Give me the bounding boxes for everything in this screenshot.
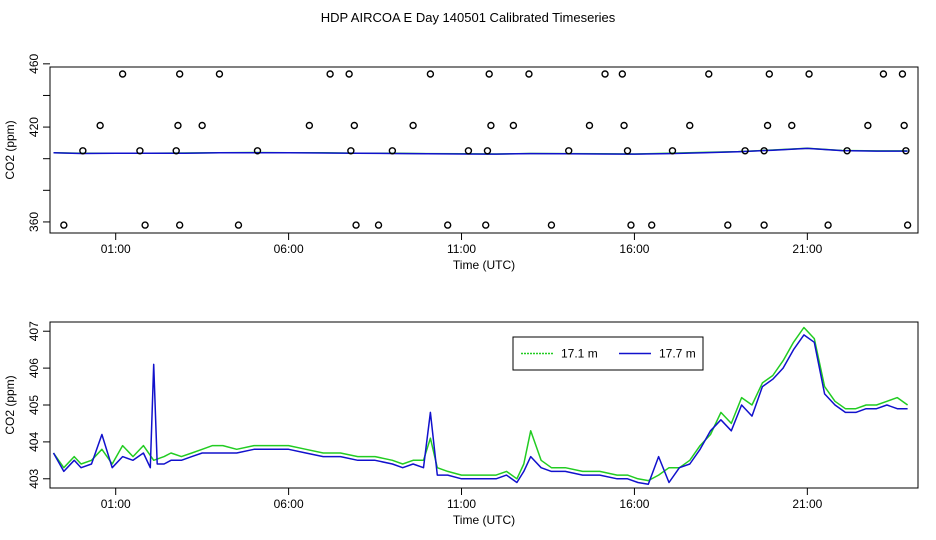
y-axis-label: CO2 (ppm): [3, 375, 17, 434]
flag-point: [487, 121, 495, 130]
legend-label: 17.1 m: [561, 347, 598, 361]
flag-point: [741, 147, 749, 155]
flag-point: [824, 221, 832, 229]
flag-point: [443, 221, 452, 229]
y-tick-label: 405: [27, 395, 41, 415]
flag-point: [305, 121, 314, 130]
co2-flag-scatter-panel: 01:00 06:00 11:00 16:00 21:00 Time (UTC) 360 42…: [3, 54, 919, 272]
x-tick-label: 16:00: [619, 242, 649, 256]
flag-point: [686, 121, 694, 130]
flag-point: [482, 221, 490, 229]
y-tick-label: 404: [27, 432, 41, 452]
series-line-17-1m: [52, 326, 909, 482]
series-group: [53, 147, 908, 155]
flag-point: [347, 147, 355, 155]
figure-title: HDP AIRCOA E Day 140501 Calibrated Times…: [321, 10, 616, 25]
y-tick-label: 420: [27, 117, 41, 137]
flag-point: [648, 221, 656, 229]
flag-point: [805, 70, 813, 78]
flag-point: [118, 70, 127, 78]
flag-point: [352, 221, 360, 229]
x-tick-label: 01:00: [101, 242, 131, 256]
flag-point: [79, 147, 87, 155]
x-axis-label: Time (UTC): [453, 258, 515, 272]
flag-point: [253, 147, 262, 155]
flag-point: [234, 221, 243, 229]
flag-point: [175, 70, 184, 78]
flag-point: [198, 121, 206, 130]
flag-point: [900, 121, 908, 130]
y-tick-label: 403: [27, 468, 41, 488]
flag-point: [760, 147, 768, 155]
flag-point: [601, 70, 609, 78]
flag-point: [96, 121, 104, 130]
legend-box: [512, 336, 704, 371]
flag-point: [623, 147, 632, 155]
flag-point: [326, 70, 334, 78]
legend-label: 17.7 m: [659, 347, 696, 361]
flag-point: [547, 221, 556, 229]
flag-point: [903, 221, 912, 229]
plot-frame: [49, 66, 919, 234]
flag-point: [464, 147, 473, 155]
flag-point: [174, 121, 182, 130]
y-tick-label: 407: [27, 321, 41, 341]
x-tick-label: 16:00: [619, 497, 649, 511]
y-tick-label: 360: [27, 212, 41, 232]
x-axis-label: Time (UTC): [453, 513, 515, 527]
x-tick-label: 01:00: [101, 497, 131, 511]
flag-point: [879, 70, 888, 78]
flag-point: [565, 147, 573, 155]
legend: 17.1 m 17.7 m: [512, 336, 704, 371]
flag-point: [172, 147, 180, 155]
x-tick-label: 06:00: [274, 242, 304, 256]
flag-point: [388, 147, 397, 155]
flag-point: [724, 221, 732, 229]
flag-point: [409, 121, 417, 130]
flag-point: [627, 221, 635, 229]
x-tick-label: 06:00: [274, 497, 304, 511]
flag-point: [585, 121, 594, 130]
flag-point: [136, 147, 144, 155]
x-tick-label: 11:00: [447, 242, 476, 256]
flag-point: [350, 121, 359, 130]
flag-point: [618, 70, 627, 78]
flag-point: [760, 221, 768, 229]
flag-point: [60, 221, 68, 229]
x-tick-label: 21:00: [792, 242, 822, 256]
flag-point: [864, 121, 872, 130]
flag-point: [485, 70, 493, 78]
flag-point: [898, 70, 907, 78]
flag-point: [620, 121, 628, 130]
flag-point: [902, 147, 910, 155]
flag-point: [215, 70, 224, 78]
y-tick-label: 406: [27, 358, 41, 378]
flag-point: [345, 70, 353, 78]
flag-point: [843, 147, 851, 155]
plot-frame: [49, 321, 919, 489]
y-axis-label: CO2 (ppm): [3, 120, 17, 179]
flag-point: [525, 70, 533, 78]
flag-point: [374, 221, 383, 229]
flag-point: [141, 221, 149, 229]
flag-point: [788, 121, 796, 130]
y-tick-label: 460: [27, 54, 41, 74]
flag-point: [426, 70, 435, 78]
flag-point: [668, 147, 677, 155]
flag-point: [705, 70, 713, 78]
flag-point: [509, 121, 518, 130]
flag-point: [483, 147, 492, 155]
series-group: [52, 326, 909, 486]
x-tick-label: 21:00: [792, 497, 822, 511]
flag-point: [175, 221, 184, 229]
series-line-17-7m: [52, 334, 908, 486]
flag-point: [763, 121, 772, 130]
flag-point: [765, 70, 773, 78]
x-tick-label: 11:00: [447, 497, 476, 511]
co2-timeseries-panel: 01:00 06:00 11:00 16:00 21:00 Time (UTC) 403 40…: [3, 321, 919, 527]
